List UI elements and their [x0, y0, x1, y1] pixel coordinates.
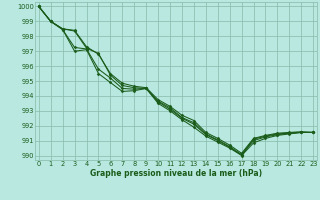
X-axis label: Graphe pression niveau de la mer (hPa): Graphe pression niveau de la mer (hPa): [90, 168, 262, 178]
